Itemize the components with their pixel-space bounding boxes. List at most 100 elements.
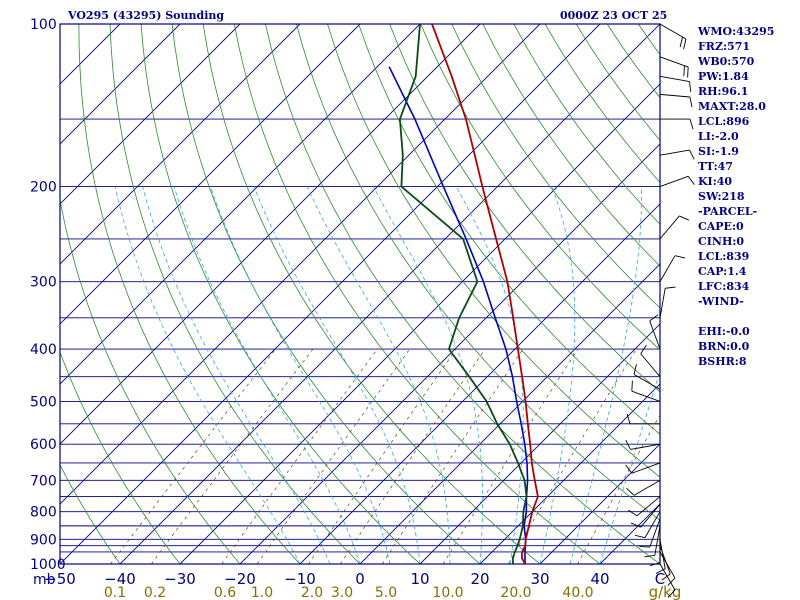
- wind-barb-flag: [687, 176, 695, 185]
- dry-adiabat-line: [265, 24, 660, 564]
- pressure-tick-label: 200: [30, 180, 57, 196]
- wind-barb: [659, 551, 676, 586]
- chart-time: 0000Z 23 OCT 25: [560, 9, 668, 22]
- index-cinh: CINH:0: [698, 235, 745, 248]
- wind-barb-flag: [679, 215, 690, 221]
- wind-barb-flag: [665, 286, 676, 289]
- index-cape: CAPE:0: [698, 220, 744, 233]
- wind-barb-flag: [625, 439, 631, 450]
- isotherm-line: [60, 24, 181, 145]
- moist-adiabat-line: [210, 186, 391, 564]
- index-pw: PW:1.84: [698, 70, 749, 83]
- isotherm-line: [419, 323, 660, 564]
- wind-barb-flag: [649, 314, 659, 322]
- wind-barb-staff: [636, 496, 661, 517]
- pressure-tick-label: 900: [30, 532, 57, 548]
- mixing-ratio-line: [110, 348, 276, 564]
- wind-barb-flag: [667, 577, 676, 586]
- wind-barb-flag: [689, 149, 695, 160]
- isotherm-line: [60, 24, 241, 205]
- mixing-ratio-label: 2.0: [301, 585, 323, 600]
- index-rh: RH:96.1: [698, 85, 749, 98]
- mixing-ratio-line: [308, 348, 457, 564]
- index-lcl: LCL:839: [698, 250, 750, 263]
- wind-barb-flag: [630, 522, 641, 528]
- temperature-tick-label: 10: [410, 570, 429, 588]
- dry-adiabat-line: [109, 24, 361, 564]
- wind-barb-staff: [659, 149, 690, 156]
- wind-barb-staff: [633, 479, 661, 496]
- wind-barb-flag: [631, 380, 633, 392]
- temperature-tick-label: −50: [44, 570, 76, 588]
- wind-barb-staff: [631, 462, 661, 474]
- wind-barb-staff: [659, 23, 687, 40]
- moist-adiabat-line: [173, 186, 361, 564]
- moist-adiabat-line: [142, 186, 331, 564]
- mixing-ratio-line: [507, 348, 637, 564]
- mixing-ratio-label: 3.0: [331, 585, 353, 600]
- wind-barb-staff: [640, 503, 661, 528]
- isotherm-line: [359, 263, 660, 564]
- dry-adiabat-line: [171, 24, 481, 564]
- wind-barb-staff: [633, 374, 661, 390]
- index-sw: SW:218: [698, 190, 745, 203]
- pressure-tick-label: 400: [30, 342, 57, 358]
- wind-barb-staff: [659, 56, 689, 68]
- isotherm-line: [119, 24, 660, 564]
- index-brn: BRN:0.0: [698, 340, 750, 353]
- wind-barb: [649, 314, 661, 350]
- wind-barb-staff: [649, 320, 661, 350]
- temperature-tick-label: 20: [470, 570, 489, 588]
- wind-barb: [659, 215, 690, 240]
- wind-barb: [659, 175, 695, 187]
- isotherm-line: [60, 24, 361, 325]
- index-si: SI:-1.9: [698, 145, 739, 158]
- isotherm-line: [479, 383, 660, 564]
- mixing-ratio-label: 0.6: [214, 585, 236, 600]
- wind-barb-flag: [679, 36, 683, 48]
- wind-barb-staff: [631, 390, 661, 402]
- wind-barb: [659, 23, 687, 50]
- wind-barb-flag: [687, 67, 689, 78]
- wind-barb-staff: [659, 215, 680, 240]
- mixing-ratio-label: 40.0: [562, 585, 593, 600]
- moist-adiabat-line: [569, 186, 642, 564]
- mixing-ratio-line: [382, 348, 524, 564]
- isotherm-line: [60, 24, 421, 385]
- wind-barb-flag: [644, 554, 655, 558]
- pressure-tick-label: 600: [30, 437, 57, 453]
- moist-adiabat-line: [539, 186, 576, 564]
- index-wmo: WMO:43295: [698, 25, 775, 38]
- isotherm-line: [299, 203, 660, 564]
- wind-barb-flag: [626, 487, 635, 496]
- wind-barb-flag: [689, 81, 692, 92]
- dry-adiabat-line: [60, 197, 241, 564]
- dry-adiabat-line: [451, 24, 660, 309]
- sounding-profiles: [388, 24, 539, 564]
- mixing-ratio-line: [577, 414, 660, 564]
- wind-barb-staff: [659, 539, 666, 569]
- wind-barbs: [625, 23, 695, 598]
- mixing-ratio-line: [221, 348, 378, 564]
- dry-adiabat-line: [78, 24, 301, 564]
- mixing-ratio-label: 1.0: [251, 585, 273, 600]
- temperature-tick-label: −40: [104, 570, 136, 588]
- wind-barb-flag: [628, 509, 638, 517]
- mixing-ratio-label: 0.1: [104, 585, 126, 600]
- wind-barb: [659, 93, 693, 108]
- dry-adiabat-line: [202, 24, 541, 564]
- wind-barb-flag: [689, 118, 694, 130]
- moist-adiabat-line: [373, 186, 484, 564]
- wind-barb: [659, 75, 692, 92]
- wind-barb: [633, 364, 661, 390]
- index-wb0: WB0:570: [698, 55, 755, 68]
- wind-barb: [659, 286, 676, 318]
- dry-adiabat-line: [140, 24, 421, 564]
- pressure-tick-label: 1000: [30, 557, 66, 573]
- wind-barb-staff: [659, 93, 690, 98]
- wind-barb-staff: [659, 288, 666, 318]
- wind-barb: [631, 380, 661, 402]
- wind-barb: [639, 518, 661, 548]
